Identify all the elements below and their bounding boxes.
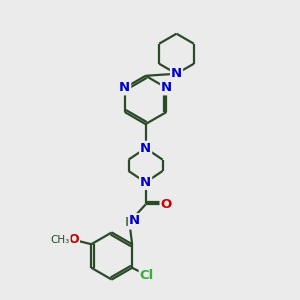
- Text: Cl: Cl: [140, 268, 154, 282]
- Text: O: O: [160, 198, 172, 211]
- Text: N: N: [129, 214, 140, 227]
- Text: H: H: [124, 216, 134, 229]
- Text: N: N: [140, 142, 151, 155]
- Text: N: N: [140, 176, 151, 189]
- Text: CH₃: CH₃: [51, 235, 70, 245]
- Text: N: N: [119, 81, 130, 94]
- Text: O: O: [68, 233, 79, 246]
- Text: N: N: [171, 67, 182, 80]
- Text: N: N: [161, 81, 172, 94]
